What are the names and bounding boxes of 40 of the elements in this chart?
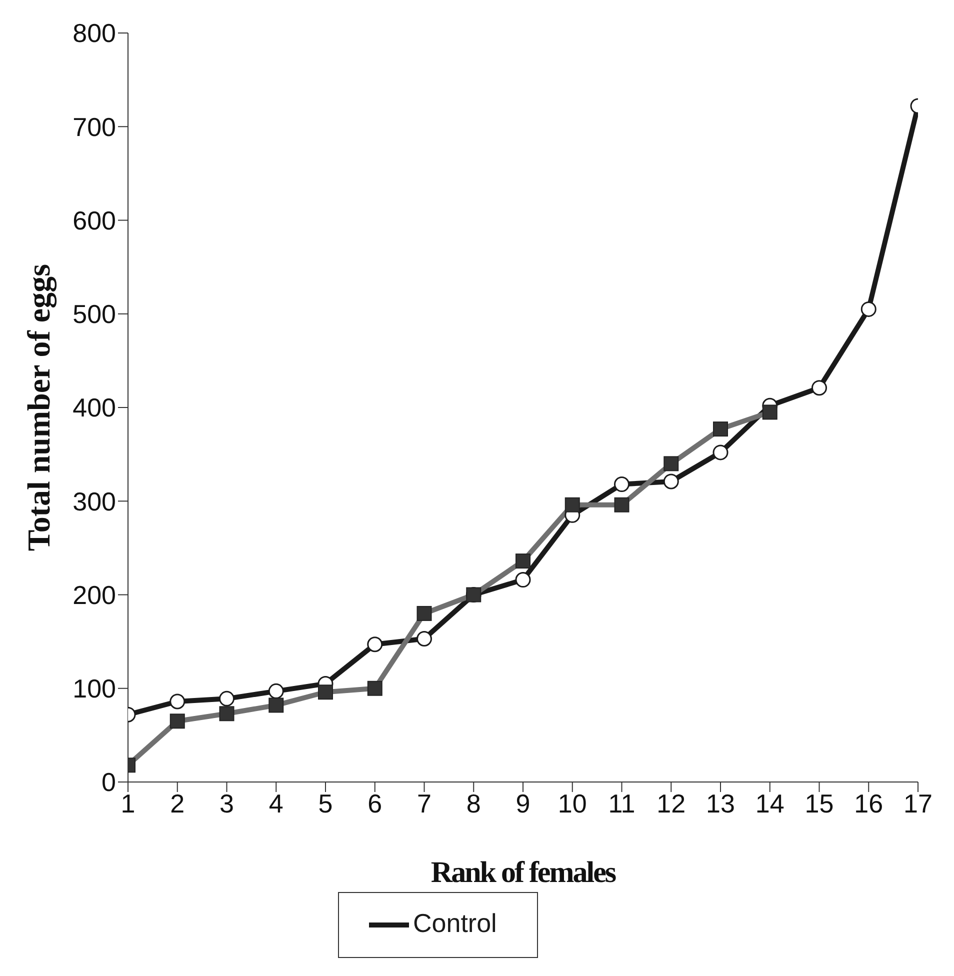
x-tick-label: 14 (755, 788, 784, 818)
x-tick-label: 9 (516, 788, 530, 818)
x-tick-label: 16 (854, 788, 884, 818)
point (860, 301, 876, 317)
x-tick-label: 7 (417, 788, 432, 818)
point (515, 572, 531, 588)
point (663, 474, 679, 490)
x-tick-label: 8 (466, 788, 481, 818)
x-tick-label: 11 (608, 788, 636, 818)
legend-label: Control (413, 908, 497, 938)
y-tick-label: 0 (102, 767, 116, 798)
x-tick-label: 15 (804, 788, 834, 818)
x-tick-label: 17 (904, 788, 932, 818)
point (416, 631, 432, 647)
point (219, 690, 234, 706)
point (367, 636, 383, 652)
point (614, 476, 630, 492)
x-tick-label: 2 (170, 788, 185, 818)
y-tick-label: 200 (72, 580, 116, 610)
x-tick-label: 12 (656, 788, 686, 818)
y-tick-label: 500 (72, 299, 116, 330)
y-tick-label: 100 (72, 674, 116, 704)
x-tick-label: 6 (368, 788, 382, 818)
point (170, 694, 186, 710)
y-tick-label: 400 (72, 392, 116, 423)
x-tick-label: 13 (706, 788, 735, 818)
x-tick-label: 1 (120, 788, 136, 818)
y-tick-label: 300 (72, 486, 116, 516)
point (812, 380, 827, 396)
y-tick-label: 700 (72, 112, 116, 142)
x-tick-label: 10 (558, 788, 587, 818)
y-axis-title: Total number of eggs (20, 264, 58, 552)
y-tick-label: 800 (72, 18, 116, 48)
x-tick-label: 4 (268, 788, 284, 818)
x-axis-title: Rank of females (430, 856, 616, 889)
x-tick-label: 3 (220, 788, 234, 818)
point (268, 683, 284, 699)
x-tick-label: 5 (318, 788, 333, 818)
point (712, 444, 728, 460)
y-tick-label: 600 (72, 205, 116, 236)
